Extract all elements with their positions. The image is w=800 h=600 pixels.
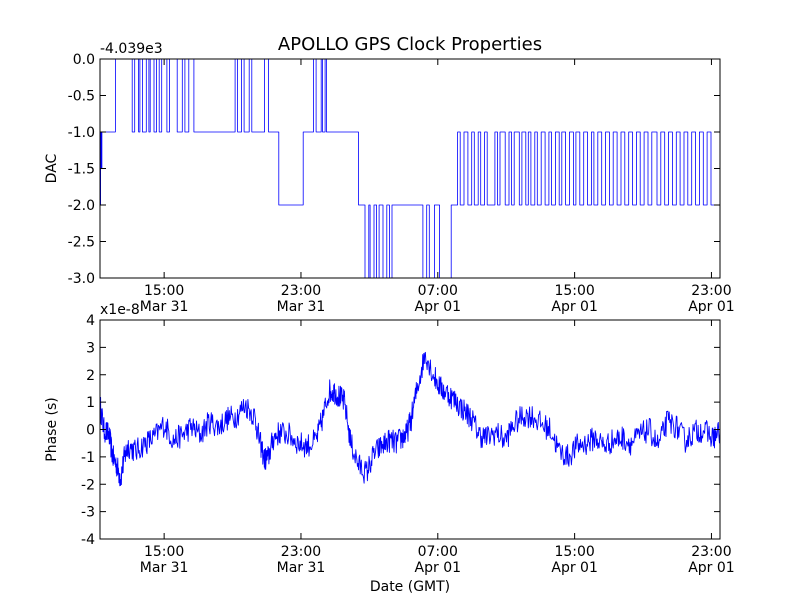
phase-xtick-date-label: Apr 01 xyxy=(415,560,461,576)
phase-ytick-label: 2 xyxy=(86,368,95,384)
dac-xtick-time-label: 07:00 xyxy=(418,283,458,299)
x-axis-label: Date (GMT) xyxy=(370,579,450,595)
dac-plot-frame xyxy=(99,58,721,279)
dac-ytick-label: -0.5 xyxy=(68,89,95,105)
dac-xtick-time-label: 15:00 xyxy=(554,283,594,299)
phase-ytick-label: 3 xyxy=(86,340,95,356)
dac-xtick-date-label: Apr 01 xyxy=(415,299,461,315)
phase-xtick-time-label: 23:00 xyxy=(691,544,731,560)
phase-ytick-label: 0 xyxy=(86,423,95,439)
dac-ytick-label: -3.0 xyxy=(68,271,95,287)
dac-ytick-label: -2.0 xyxy=(68,198,95,214)
phase-xtick-time-label: 15:00 xyxy=(554,544,594,560)
phase-ytick-label: 1 xyxy=(86,395,95,411)
dac-y-axis-label: DAC xyxy=(44,153,60,183)
dac-xtick-time-label: 15:00 xyxy=(144,283,184,299)
dac-series-line xyxy=(100,58,715,279)
dac-ytick-label: -2.5 xyxy=(68,235,95,251)
phase-xtick-time-label: 07:00 xyxy=(418,544,458,560)
phase-xtick-date-label: Mar 31 xyxy=(277,560,326,576)
dac-ytick-label: -1.5 xyxy=(68,162,95,178)
dac-ytick-label: -1.0 xyxy=(68,125,95,141)
phase-ytick-label: -1 xyxy=(81,450,95,466)
phase-offset-label: x1e-8 xyxy=(100,302,140,318)
chart-title: APOLLO GPS Clock Properties xyxy=(278,34,542,55)
dac-ytick-label: 0.0 xyxy=(73,52,95,68)
phase-ytick-label: 4 xyxy=(86,313,95,329)
phase-xtick-date-label: Apr 01 xyxy=(688,560,734,576)
dac-xtick-time-label: 23:00 xyxy=(691,283,731,299)
phase-xtick-date-label: Mar 31 xyxy=(140,560,189,576)
phase-xtick-date-label: Apr 01 xyxy=(551,560,597,576)
phase-y-axis-label: Phase (s) xyxy=(44,397,60,461)
phase-xtick-time-label: 23:00 xyxy=(281,544,321,560)
dac-xtick-date-label: Apr 01 xyxy=(688,299,734,315)
dac-xtick-date-label: Apr 01 xyxy=(551,299,597,315)
dac-xtick-date-label: Mar 31 xyxy=(277,299,326,315)
phase-ytick-label: -4 xyxy=(81,532,95,548)
phase-ytick-label: -2 xyxy=(81,477,95,493)
phase-ytick-label: -3 xyxy=(81,505,95,521)
phase-series-line xyxy=(99,351,721,487)
dac-xtick-time-label: 23:00 xyxy=(281,283,321,299)
dac-xtick-date-label: Mar 31 xyxy=(140,299,189,315)
phase-xtick-time-label: 15:00 xyxy=(144,544,184,560)
dac-offset-label: -4.039e3 xyxy=(100,41,163,57)
